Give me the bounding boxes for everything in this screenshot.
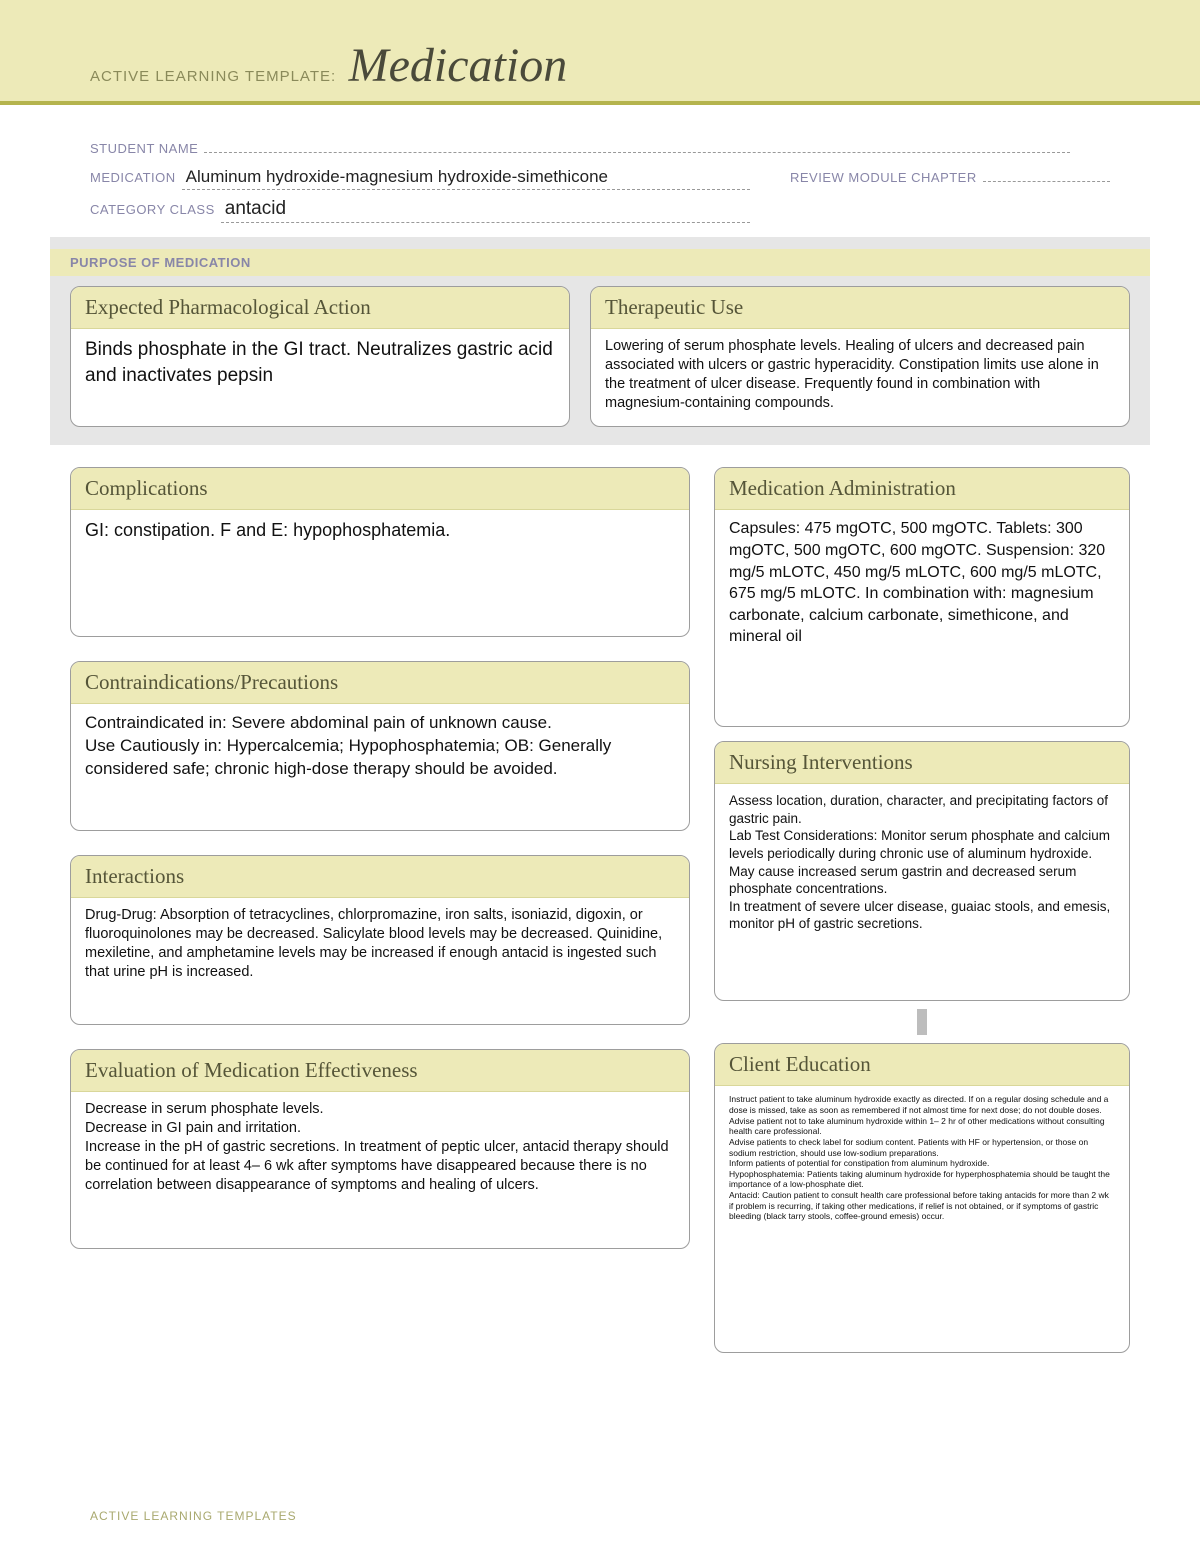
pharm-action-body: Binds phosphate in the GI tract. Neutral… bbox=[71, 329, 569, 426]
template-title: Medication bbox=[349, 38, 568, 93]
header-banner: ACTIVE LEARNING TEMPLATE: Medication bbox=[0, 0, 1200, 105]
nursing-interventions-box: Nursing Interventions Assess location, d… bbox=[714, 741, 1130, 1001]
student-name-label: STUDENT NAME bbox=[90, 141, 198, 156]
complications-body: GI: constipation. F and E: hypophosphate… bbox=[71, 510, 689, 636]
footer-label: ACTIVE LEARNING TEMPLATES bbox=[90, 1509, 297, 1523]
contraindications-box: Contraindications/Precautions Contraindi… bbox=[70, 661, 690, 831]
interactions-title: Interactions bbox=[71, 856, 689, 898]
therapeutic-use-title: Therapeutic Use bbox=[591, 287, 1129, 329]
review-module-label: REVIEW MODULE CHAPTER bbox=[790, 170, 977, 185]
evaluation-title: Evaluation of Medication Effectiveness bbox=[71, 1050, 689, 1092]
right-column: Medication Administration Capsules: 475 … bbox=[714, 467, 1130, 1353]
evaluation-box: Evaluation of Medication Effectiveness D… bbox=[70, 1049, 690, 1249]
page: ACTIVE LEARNING TEMPLATE: Medication STU… bbox=[0, 0, 1200, 1553]
interactions-body: Drug-Drug: Absorption of tetracyclines, … bbox=[71, 898, 689, 1024]
template-label: ACTIVE LEARNING TEMPLATE: bbox=[90, 68, 336, 85]
complications-title: Complications bbox=[71, 468, 689, 510]
purpose-heading: PURPOSE OF MEDICATION bbox=[50, 249, 1150, 276]
box-connector bbox=[917, 1009, 927, 1035]
nursing-interventions-title: Nursing Interventions bbox=[715, 742, 1129, 784]
client-education-body: Instruct patient to take aluminum hydrox… bbox=[715, 1086, 1129, 1352]
main-grid: Complications GI: constipation. F and E:… bbox=[50, 445, 1150, 1353]
category-class-label: CATEGORY CLASS bbox=[90, 202, 215, 217]
nursing-interventions-body: Assess location, duration, character, an… bbox=[715, 784, 1129, 1000]
complications-box: Complications GI: constipation. F and E:… bbox=[70, 467, 690, 637]
pharm-action-box: Expected Pharmacological Action Binds ph… bbox=[70, 286, 570, 427]
review-module-field[interactable] bbox=[983, 164, 1110, 182]
medication-field[interactable]: Aluminum hydroxide-magnesium hydroxide-s… bbox=[182, 167, 750, 190]
client-education-box: Client Education Instruct patient to tak… bbox=[714, 1043, 1130, 1353]
evaluation-body: Decrease in serum phosphate levels. Decr… bbox=[71, 1092, 689, 1248]
therapeutic-use-body: Lowering of serum phosphate levels. Heal… bbox=[591, 329, 1129, 426]
purpose-section: PURPOSE OF MEDICATION Expected Pharmacol… bbox=[50, 237, 1150, 445]
left-column: Complications GI: constipation. F and E:… bbox=[70, 467, 690, 1353]
medication-admin-title: Medication Administration bbox=[715, 468, 1129, 510]
contraindications-body: Contraindicated in: Severe abdominal pai… bbox=[71, 704, 689, 830]
client-education-title: Client Education bbox=[715, 1044, 1129, 1086]
pharm-action-title: Expected Pharmacological Action bbox=[71, 287, 569, 329]
medication-admin-box: Medication Administration Capsules: 475 … bbox=[714, 467, 1130, 727]
meta-section: STUDENT NAME MEDICATION Aluminum hydroxi… bbox=[50, 135, 1150, 223]
category-class-field[interactable]: antacid bbox=[221, 198, 750, 223]
contraindications-title: Contraindications/Precautions bbox=[71, 662, 689, 704]
interactions-box: Interactions Drug-Drug: Absorption of te… bbox=[70, 855, 690, 1025]
medication-admin-body: Capsules: 475 mgOTC, 500 mgOTC. Tablets:… bbox=[715, 510, 1129, 726]
therapeutic-use-box: Therapeutic Use Lowering of serum phosph… bbox=[590, 286, 1130, 427]
student-name-field[interactable] bbox=[204, 135, 1070, 153]
medication-label: MEDICATION bbox=[90, 170, 176, 185]
